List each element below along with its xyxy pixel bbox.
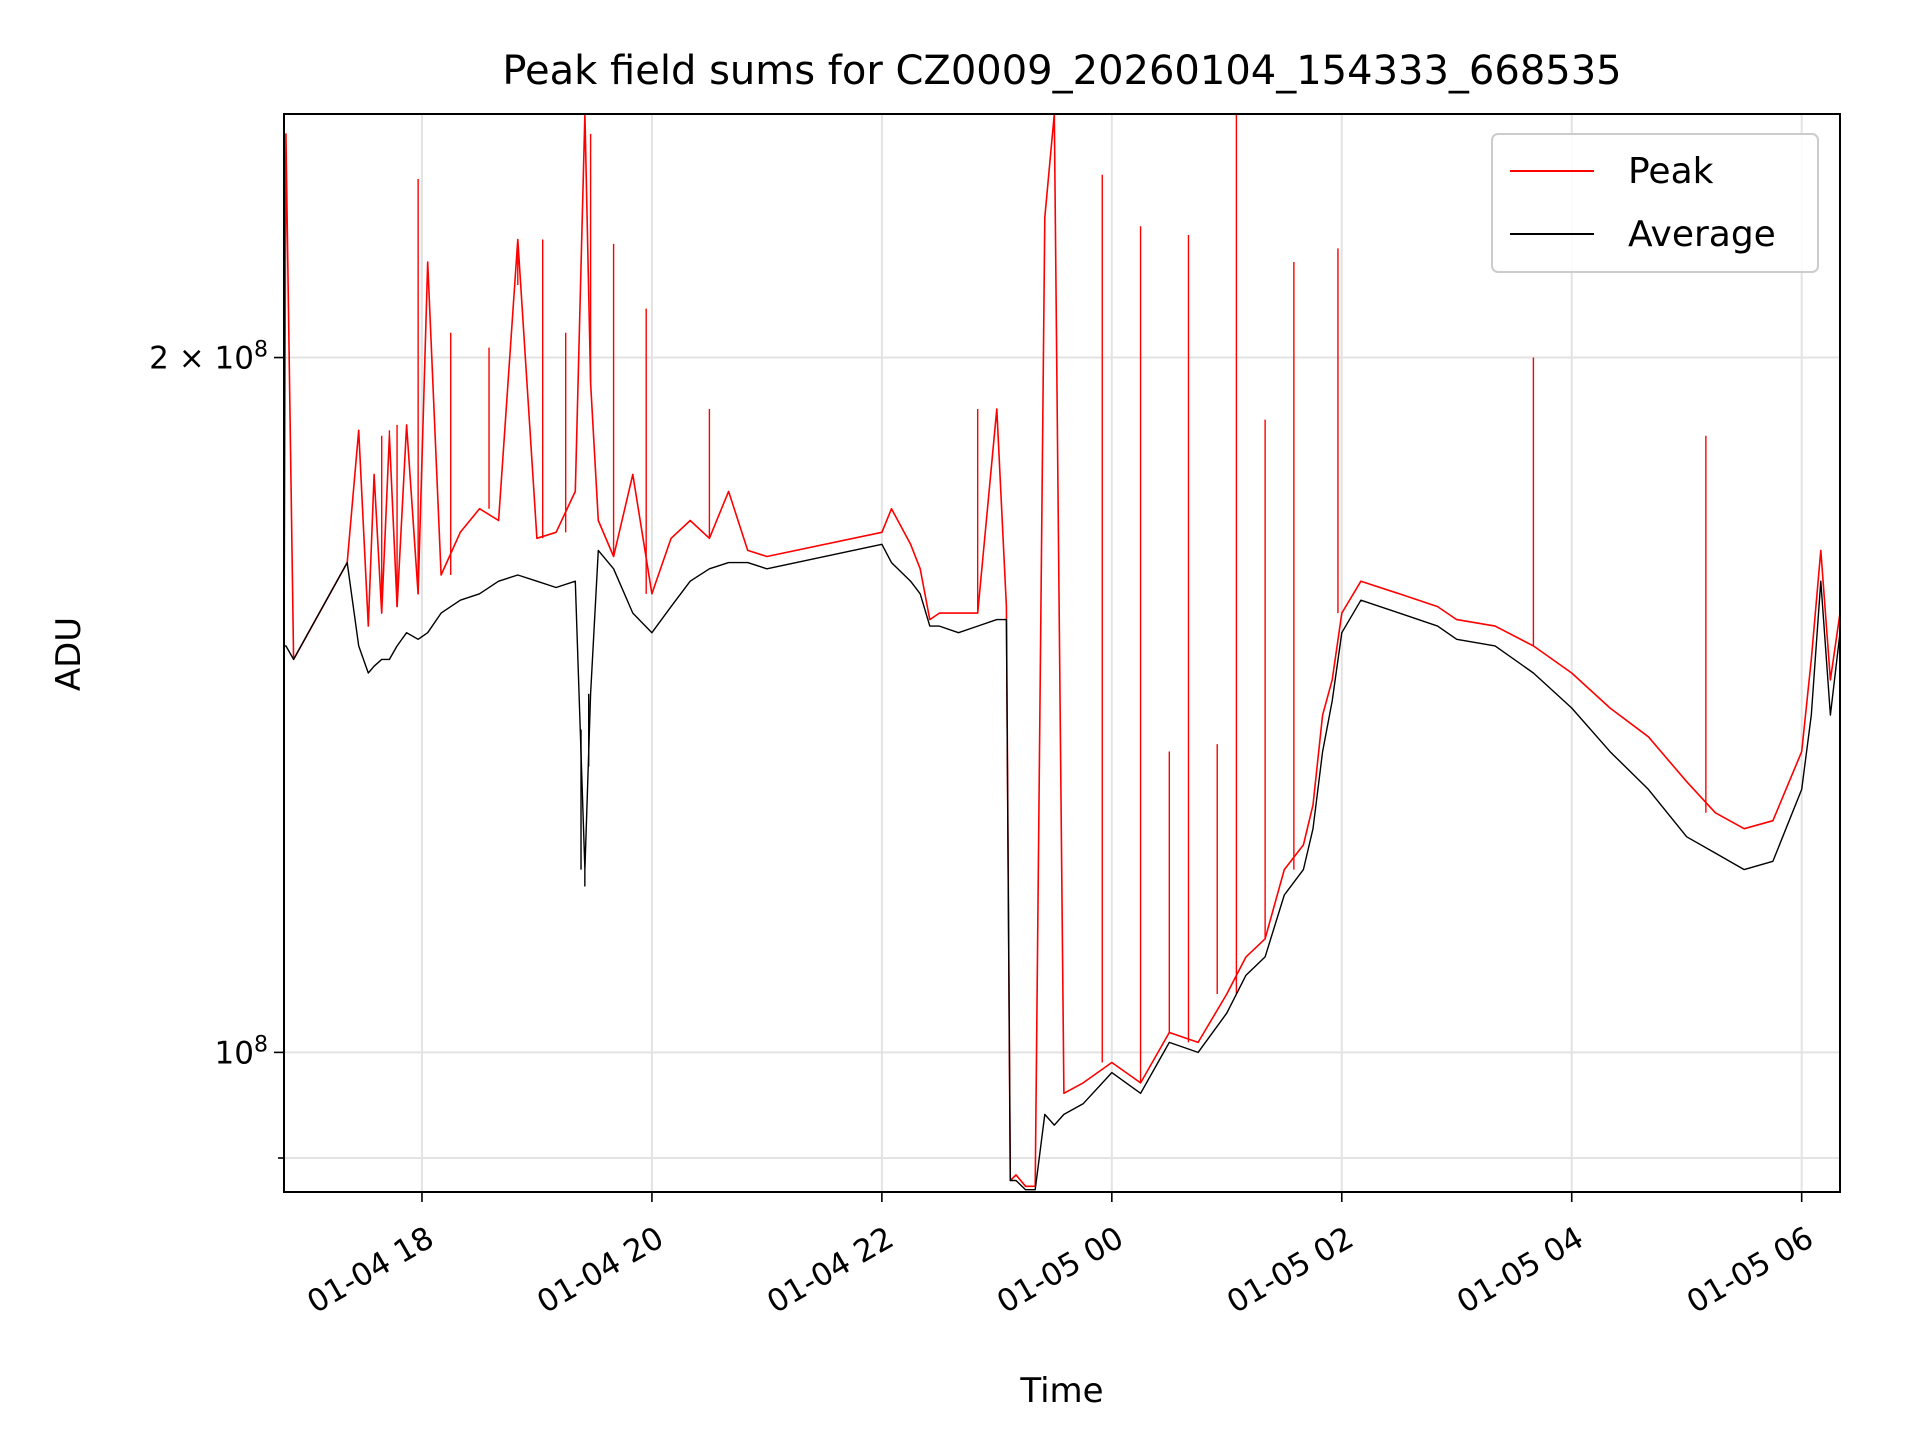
legend: Peak Average <box>1491 133 1819 273</box>
chart-title: Peak field sums for CZ0009_20260104_1543… <box>502 48 1621 94</box>
legend-frame <box>1491 133 1819 273</box>
y-axis-label: ADU <box>49 617 89 691</box>
legend-average-label: Average <box>1628 214 1776 255</box>
plot-area-frame <box>283 113 1841 1193</box>
plot-series <box>284 114 1840 1191</box>
y-tick-label: 2 × 108 <box>149 338 268 377</box>
x-axis-label: Time <box>1019 1371 1103 1411</box>
y-tick-label: 108 <box>215 1032 268 1071</box>
legend-peak-label: Peak <box>1628 151 1714 192</box>
average-series-line <box>284 543 1840 1191</box>
